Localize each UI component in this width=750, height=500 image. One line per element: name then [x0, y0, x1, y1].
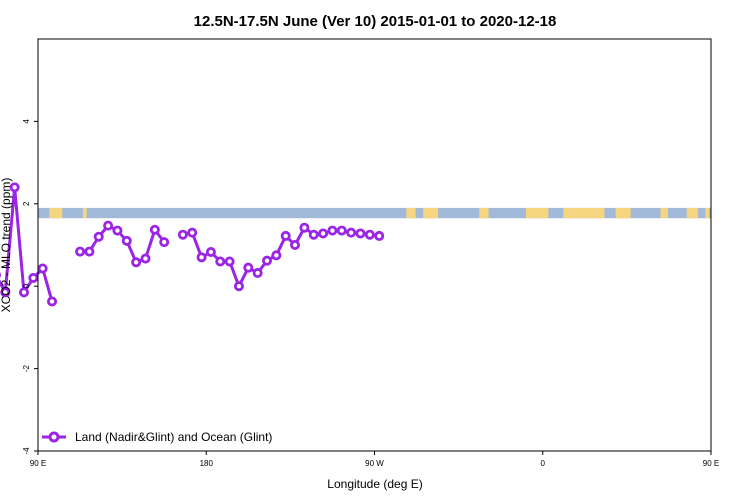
- data-point: [112, 225, 123, 236]
- data-point: [252, 268, 263, 279]
- data-point: [177, 229, 188, 240]
- ocean-band: [38, 207, 711, 219]
- chart-title: 12.5N-17.5N June (Ver 10) 2015-01-01 to …: [194, 13, 557, 30]
- data-point: [346, 227, 357, 238]
- data-point: [9, 182, 20, 193]
- data-point: [205, 247, 216, 258]
- data-point: [196, 252, 207, 263]
- legend: Land (Nadir&Glint) and Ocean (Glint): [42, 430, 272, 444]
- legend-label: Land (Nadir&Glint) and Ocean (Glint): [75, 430, 272, 444]
- x-tick-label: 0: [541, 459, 546, 468]
- data-point: [364, 229, 375, 240]
- data-point: [215, 256, 226, 267]
- data-point: [28, 272, 39, 283]
- data-point: [149, 224, 160, 235]
- x-tick-label: 90 E: [30, 459, 46, 468]
- data-point: [93, 231, 104, 242]
- data-point: [84, 246, 95, 257]
- data-point: [318, 228, 329, 239]
- data-point: [159, 237, 170, 248]
- data-point: [299, 222, 310, 233]
- data-point: [233, 281, 244, 292]
- data-point: [121, 235, 132, 246]
- land-segment: [660, 207, 669, 219]
- data-point: [243, 262, 254, 273]
- data-point: [187, 227, 198, 238]
- land-segment: [615, 207, 631, 219]
- y-axis: -4 -2 0 2 4: [22, 119, 38, 455]
- land-segment: [563, 207, 605, 219]
- land-segment: [525, 207, 549, 219]
- data-point: [140, 253, 151, 264]
- land-segment: [423, 207, 439, 219]
- series-layer: [0, 182, 385, 307]
- land-segment: [82, 207, 87, 219]
- data-point: [280, 230, 291, 241]
- data-point: [0, 287, 11, 298]
- y-tick-label: -4: [22, 447, 31, 455]
- land-ocean-band: [38, 207, 711, 219]
- land-segment: [406, 207, 416, 219]
- x-tick-label: 90 E: [703, 459, 719, 468]
- data-point: [336, 225, 347, 236]
- y-axis-label: XCO2 - MLO trend (ppm): [0, 178, 13, 313]
- data-point: [37, 263, 48, 274]
- y-tick-label: 0: [22, 283, 31, 288]
- legend-marker: [48, 431, 60, 443]
- land-segment: [49, 207, 63, 219]
- data-point: [271, 250, 282, 261]
- y-tick-label: 2: [22, 201, 31, 206]
- data-point: [290, 239, 301, 250]
- data-point: [131, 257, 142, 268]
- land-segment: [705, 207, 710, 219]
- data-point: [47, 296, 58, 307]
- data-point: [18, 287, 29, 298]
- x-tick-label: 90 W: [365, 459, 384, 468]
- y-tick-label: -2: [22, 364, 31, 372]
- data-point: [374, 230, 385, 241]
- data-point: [75, 246, 86, 257]
- land-segment: [479, 207, 489, 219]
- x-axis-label: Longitude (deg E): [327, 477, 422, 491]
- y-tick-label: 4: [22, 119, 31, 124]
- x-tick-label: 180: [200, 459, 214, 468]
- series-line: [80, 224, 166, 264]
- data-point: [224, 256, 235, 267]
- plot-frame: [37, 38, 712, 452]
- data-point: [327, 225, 338, 236]
- data-point: [308, 229, 319, 240]
- data-point: [355, 228, 366, 239]
- data-point: [103, 220, 114, 231]
- land-segment: [686, 207, 698, 219]
- x-axis: 90 E 180 90 W 0 90 E: [30, 451, 719, 468]
- data-point: [262, 255, 273, 266]
